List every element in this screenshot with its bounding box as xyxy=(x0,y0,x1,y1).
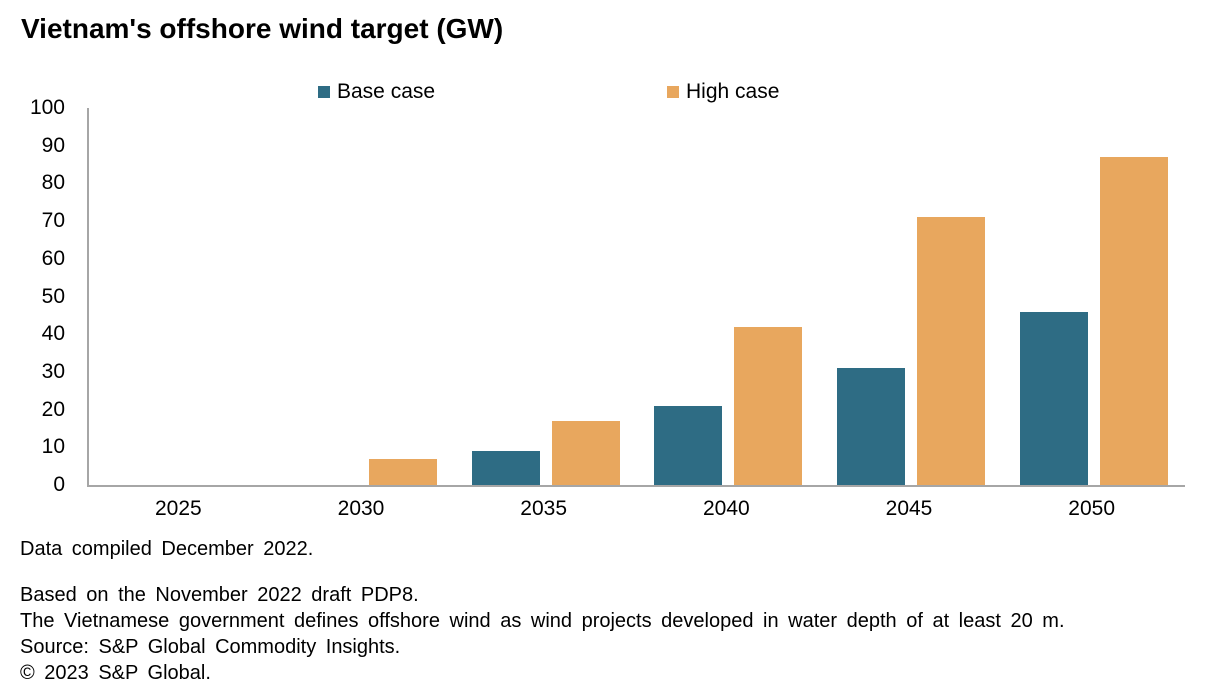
footer-note-definition: The Vietnamese government defines offsho… xyxy=(20,610,1065,632)
y-axis-label-80: 80 xyxy=(41,171,65,195)
bar-high-case-2030 xyxy=(369,459,437,485)
y-axis-label-20: 20 xyxy=(41,397,65,421)
x-axis-label-2045: 2045 xyxy=(885,497,933,520)
bar-base-case-2035 xyxy=(471,451,540,485)
y-axis-label-70: 70 xyxy=(41,209,65,233)
y-axis-label-30: 30 xyxy=(41,359,65,383)
bar-high-case-2040 xyxy=(734,327,803,485)
footer-copyright: © 2023 S&P Global. xyxy=(20,662,211,684)
legend-item-high-case: High case xyxy=(667,80,779,104)
footer-note-pdp8: Based on the November 2022 draft PDP8. xyxy=(20,584,419,606)
bar-base-case-2045 xyxy=(837,368,905,485)
legend-item-base-case: Base case xyxy=(318,80,435,104)
y-axis-label-10: 10 xyxy=(41,435,65,459)
x-axis-label-2035: 2035 xyxy=(520,497,568,520)
y-axis-label-100: 100 xyxy=(29,96,65,119)
x-axis-label-2025: 2025 xyxy=(154,497,202,520)
x-axis-label-2030: 2030 xyxy=(337,497,385,520)
x-axis-label-2040: 2040 xyxy=(702,497,750,520)
legend-swatch-base-case xyxy=(318,86,330,98)
y-axis-label-40: 40 xyxy=(41,322,65,346)
bar-high-case-2050 xyxy=(1099,157,1168,485)
y-axis-label-0: 0 xyxy=(53,473,65,496)
y-axis-label-50: 50 xyxy=(41,284,65,308)
plot-area xyxy=(87,108,1185,487)
y-axis-label-90: 90 xyxy=(41,133,65,157)
footer-notes: Based on the November 2022 draft PDP8. T… xyxy=(20,582,1065,686)
chart-title: Vietnam's offshore wind target (GW) xyxy=(21,13,504,44)
footer-compiled-note: Data compiled December 2022. xyxy=(20,538,314,560)
bar-high-case-2045 xyxy=(917,217,985,485)
footer-source: Source: S&P Global Commodity Insights. xyxy=(20,636,401,658)
bar-high-case-2035 xyxy=(551,421,620,485)
legend-label-base-case: Base case xyxy=(337,80,436,103)
x-axis-label-2050: 2050 xyxy=(1068,497,1116,520)
bar-base-case-2040 xyxy=(654,406,723,485)
legend-swatch-high-case xyxy=(667,86,679,98)
bar-base-case-2050 xyxy=(1019,312,1088,485)
legend-label-high-case: High case xyxy=(686,80,780,103)
y-axis-label-60: 60 xyxy=(41,246,65,270)
